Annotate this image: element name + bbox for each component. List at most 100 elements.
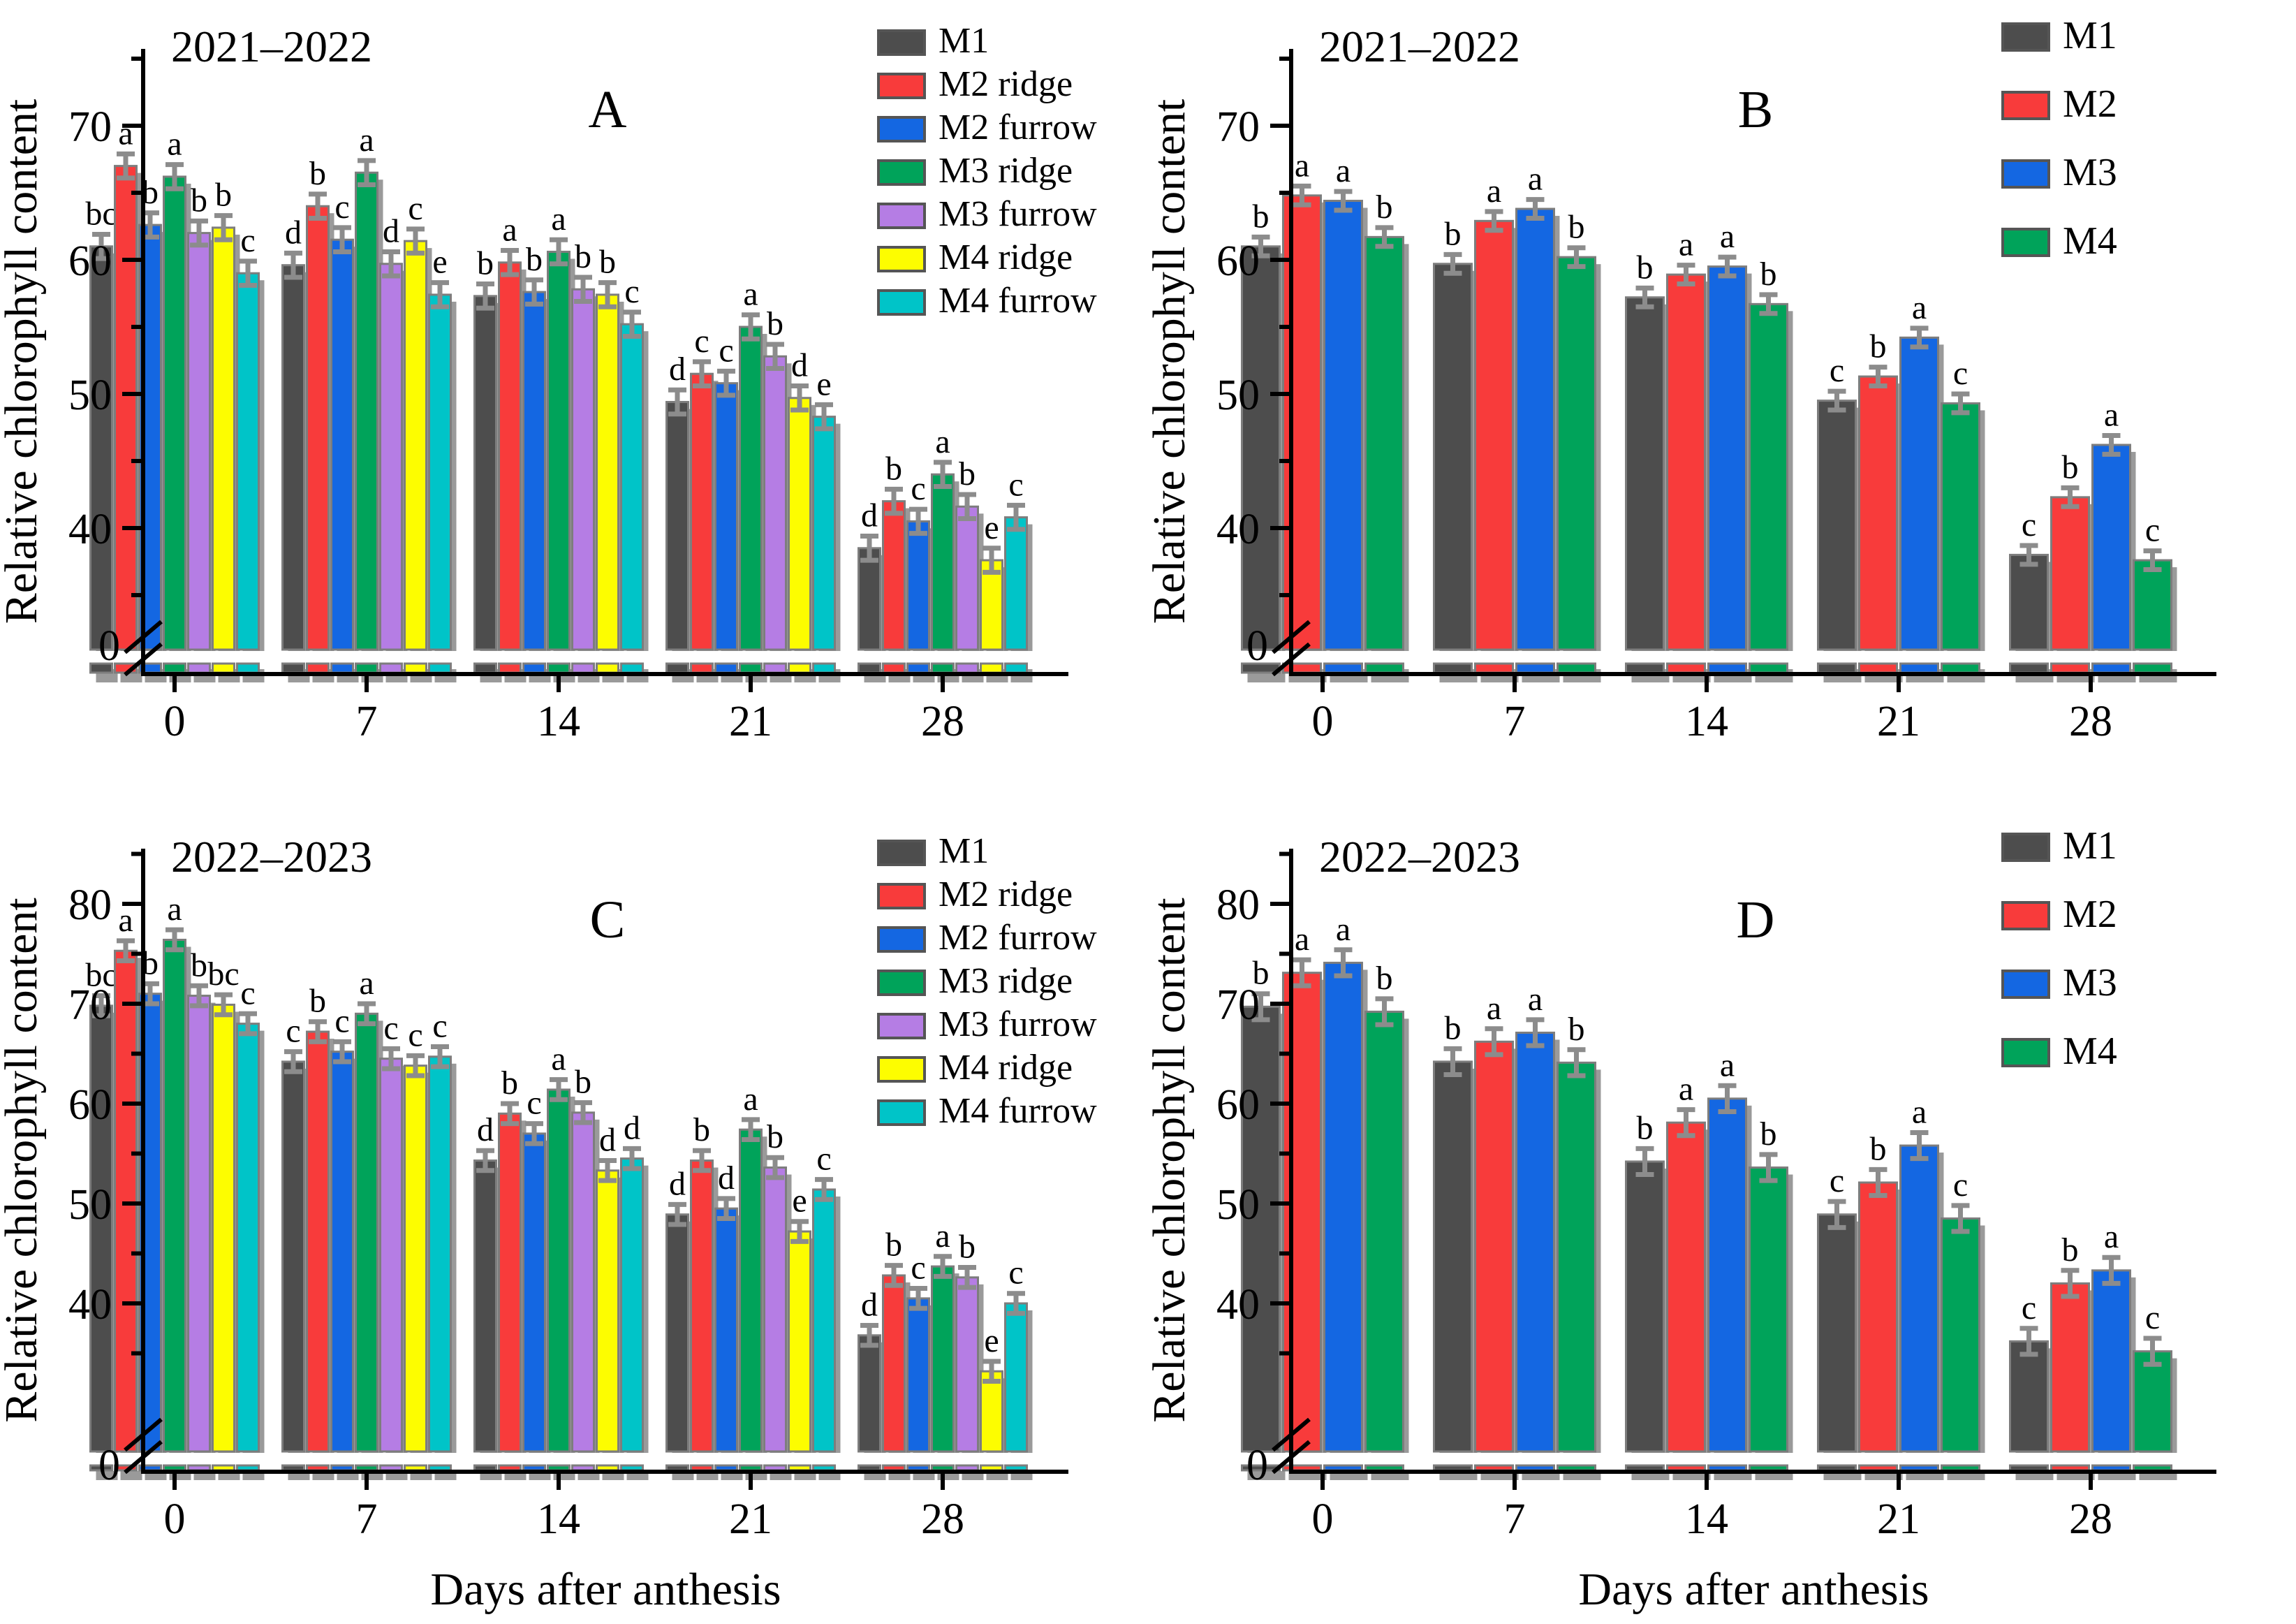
sig-letter: b (1376, 189, 1393, 226)
x-tick-label: 28 (921, 698, 964, 745)
bar-M1-day7 (1433, 263, 1473, 651)
y-tick-label: 40 (68, 1281, 112, 1329)
bar-stub (236, 1464, 260, 1472)
bar-M4-day7 (1557, 1061, 1596, 1453)
legend-label-M3-ridge: M3 ridge (939, 151, 1073, 191)
panel-season-title: 2021–2022 (171, 22, 372, 71)
bar-stub (714, 662, 738, 674)
bar-M3-day7 (1515, 207, 1555, 651)
x-axis-title: Days after anthesis (1578, 1564, 1929, 1615)
bar-M2-furrow-day21 (714, 1207, 738, 1453)
legend-label-M2: M2 (2063, 893, 2117, 936)
bar-M4-ridge-day7 (404, 240, 427, 651)
panel-b: b b b c c a a a b b a a a a a b b b c c 40 50 60 70 0 0 7 14 21 28 202… (1144, 0, 2296, 810)
bar-stub (763, 1464, 787, 1472)
sig-letter: c (1953, 1166, 1968, 1204)
bar-stub (1004, 662, 1028, 674)
bar-M2-furrow-day14 (522, 1132, 546, 1453)
x-tick-label: 21 (729, 698, 772, 745)
bar-M2-furrow-day7 (330, 1051, 354, 1453)
bar-stub (498, 1464, 522, 1472)
sig-letter: b (959, 1229, 976, 1266)
bar-M4-ridge-day21 (788, 1230, 811, 1453)
x-tick-label: 7 (1504, 698, 1526, 745)
bar-M4-furrow-day21 (812, 416, 836, 651)
bar-M2-ridge-day21 (690, 372, 714, 651)
bar-stub (690, 1464, 714, 1472)
bar-M3-day28 (2091, 1269, 2131, 1453)
axis-break-slash (124, 1417, 163, 1452)
bar-M4-ridge-day0 (212, 1003, 235, 1453)
sig-letter: a (118, 115, 133, 152)
legend-swatch-M2 (2001, 91, 2050, 120)
bar-stub (906, 1464, 930, 1472)
sig-letter: c (911, 470, 925, 507)
bar-M1-day14 (473, 1160, 497, 1453)
sig-letter: a (551, 200, 566, 237)
sig-letter: a (1487, 173, 1501, 210)
bar-M1-day7 (281, 264, 305, 651)
sig-letter: a (1336, 152, 1351, 189)
bar-stub (547, 662, 571, 674)
panel-letter: C (590, 891, 626, 949)
sig-letter: a (502, 212, 517, 249)
legend-swatch-M4 (2001, 228, 2050, 257)
bar-stub (1707, 662, 1747, 674)
bar-stub (1433, 662, 1473, 674)
bar-stub (522, 1464, 546, 1472)
axis-break-slash (124, 1440, 163, 1475)
bar-stub (620, 662, 644, 674)
axis-break-slash (124, 642, 163, 677)
x-tick-label: 14 (1685, 1495, 1728, 1543)
bar-M4-furrow-day7 (428, 1055, 452, 1453)
sig-letter: a (1528, 161, 1543, 198)
sig-letter: d (669, 1165, 686, 1202)
bar-stub (1323, 1464, 1363, 1472)
bar-M3-day21 (1899, 1144, 1939, 1453)
y-zero-label: 0 (98, 622, 120, 670)
bar-stub (665, 1464, 689, 1472)
bar-M3-ridge-day28 (931, 473, 955, 651)
bar-stub (1557, 662, 1596, 674)
bar-M3-day7 (1515, 1031, 1555, 1453)
sig-letter: b (1253, 955, 1270, 992)
bar-stub (1474, 1464, 1514, 1472)
bar-stub (1323, 662, 1363, 674)
sig-letter: c (1008, 466, 1023, 503)
bar-M3-furrow-day21 (763, 1166, 787, 1453)
legend-label-M2: M2 (2063, 82, 2117, 126)
sig-letter: d (669, 351, 686, 388)
sig-letter: b (1445, 1009, 1462, 1046)
panel-a: bc d b d d a b a c b b c b c c a a a a a b d b b b b c b d e c e c e c 40 50… (0, 0, 1148, 810)
sig-letter: a (1336, 911, 1351, 948)
bar-M4-day21 (1941, 402, 1980, 651)
bar-M2-ridge-day21 (690, 1160, 714, 1453)
bar-M3-ridge-day28 (931, 1265, 955, 1453)
y-tick-label: 60 (1216, 1081, 1260, 1129)
legend-swatch-M3-furrow (877, 203, 926, 229)
bar-M3-furrow-day7 (379, 263, 403, 651)
bar-stub (955, 662, 979, 674)
bar-M2-day14 (1666, 1121, 1706, 1453)
bar-stub (2009, 662, 2049, 674)
legend-swatch-M3-ridge (877, 970, 926, 996)
bar-M2-furrow-day21 (714, 382, 738, 651)
sig-letter: d (624, 1109, 640, 1146)
bar-stub (163, 662, 186, 674)
legend-label-M4: M4 (2063, 219, 2117, 263)
sig-letter: a (167, 891, 182, 928)
bar-M3-ridge-day7 (355, 171, 378, 651)
bar-M2-ridge-day28 (882, 1274, 906, 1453)
sig-letter: c (2145, 1299, 2160, 1336)
y-zero-label: 0 (1246, 1442, 1268, 1489)
bar-M2-day14 (1666, 273, 1706, 651)
bar-stub (596, 1464, 619, 1472)
legend-label-M4-furrow: M4 furrow (939, 1091, 1097, 1131)
sig-letter: a (1912, 1093, 1927, 1130)
y-axis-title: Relative chlorophyll content (0, 99, 47, 624)
sig-letter: a (1912, 289, 1927, 326)
sig-letter: bc (85, 196, 117, 233)
x-tick-label: 21 (1877, 1495, 1920, 1543)
sig-letter: b (2062, 448, 2079, 485)
bar-stub (1666, 1464, 1706, 1472)
